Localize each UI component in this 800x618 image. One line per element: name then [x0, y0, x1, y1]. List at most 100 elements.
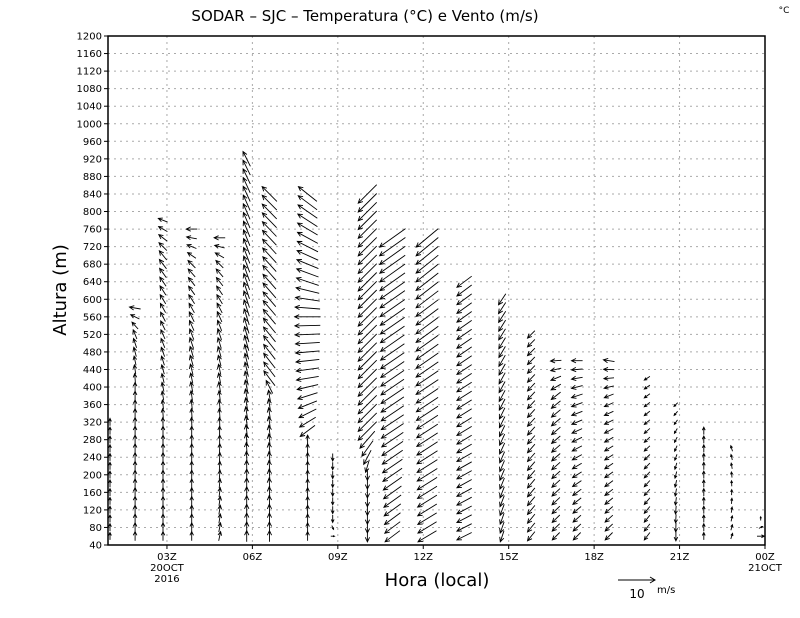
y-tick-label: 1000 [77, 119, 102, 130]
wind-vector [330, 488, 335, 498]
wind-vector [132, 363, 138, 375]
wind-vector [673, 462, 678, 471]
wind-vector [108, 522, 112, 532]
wind-vector [602, 357, 615, 364]
wind-vector [415, 281, 439, 300]
wind-vector [294, 358, 320, 365]
wind-vector [295, 259, 319, 270]
wind-vector [129, 314, 140, 320]
wind-vector [380, 396, 405, 413]
wind-vector [415, 379, 439, 395]
wind-vector [701, 513, 706, 523]
wind-vector [603, 385, 614, 390]
wind-vector [330, 471, 335, 480]
wind-vector [217, 495, 223, 506]
wind-vector [571, 436, 583, 443]
wind-vector [243, 343, 250, 360]
wind-vector [701, 531, 706, 540]
wind-vector [643, 514, 651, 524]
wind-vector [551, 532, 561, 541]
wind-vector [643, 462, 651, 470]
wind-vector [757, 534, 766, 539]
wind-vector [643, 402, 651, 408]
wind-vector [128, 305, 141, 311]
wind-vector [551, 488, 561, 497]
wind-vector [643, 445, 651, 452]
wind-vector [188, 363, 194, 375]
wind-vector [357, 237, 378, 257]
wind-vector [357, 263, 378, 283]
wind-vector [550, 435, 561, 445]
wind-vector [293, 323, 321, 329]
wind-vector [297, 204, 318, 219]
wind-vector [526, 435, 536, 445]
wind-vector [498, 363, 506, 376]
wind-vector [415, 423, 439, 439]
wind-vector [216, 372, 222, 384]
wind-vector [673, 505, 678, 516]
x-tick-label: 06Z [243, 552, 263, 563]
wind-vector [189, 442, 194, 454]
wind-vector [701, 434, 706, 444]
wind-vector [379, 316, 405, 335]
wind-vector [160, 311, 166, 322]
wind-vector [526, 347, 536, 357]
wind-vector [456, 346, 472, 358]
wind-vector [499, 425, 506, 438]
wind-vector [186, 252, 197, 259]
wind-vector [108, 434, 112, 444]
wind-vector [643, 410, 651, 417]
wind-vector [570, 367, 583, 373]
wind-vector [643, 419, 651, 426]
y-tick-label: 680 [83, 260, 102, 271]
wind-vector [262, 264, 277, 281]
wind-vector [217, 486, 222, 498]
wind-vector [571, 454, 583, 461]
wind-vector [498, 416, 506, 429]
wind-vector [673, 522, 678, 533]
wind-vector [160, 320, 166, 331]
wind-vector [215, 259, 224, 269]
wind-vector [216, 345, 222, 358]
wind-vector [379, 334, 405, 352]
wind-vector [357, 377, 378, 398]
wind-vector [108, 513, 112, 523]
wind-vector [416, 468, 438, 482]
y-tick-label: 1080 [77, 84, 102, 95]
wind-vector [216, 293, 223, 305]
wind-vector [357, 359, 378, 380]
wind-vector [380, 432, 404, 448]
wind-vector [604, 480, 614, 488]
wind-vector [160, 460, 166, 471]
wind-vector [456, 417, 472, 428]
wind-vector [456, 364, 472, 375]
wind-vector [305, 512, 310, 524]
wind-vector [305, 477, 310, 489]
wind-vector [549, 358, 562, 364]
wind-vector [357, 412, 378, 433]
y-tick-label: 560 [83, 312, 102, 323]
wind-vector [416, 450, 438, 465]
wind-vector [643, 488, 651, 497]
wind-vector [730, 523, 734, 531]
y-tick-label: 800 [83, 207, 102, 218]
wind-vector [499, 469, 505, 482]
wind-vector [243, 370, 249, 386]
wind-vector [188, 345, 194, 358]
wind-vector [643, 428, 651, 435]
wind-vector [526, 470, 536, 480]
wind-vector [186, 244, 197, 249]
wind-vector [526, 478, 536, 489]
wind-vector [363, 449, 372, 466]
wind-vector [550, 418, 561, 427]
y-tick-label: 120 [83, 505, 102, 516]
wind-vector [357, 184, 378, 204]
wind-vector [243, 307, 250, 326]
wind-vector [673, 531, 679, 542]
wind-vector [379, 307, 405, 326]
wind-vector [378, 237, 406, 257]
x-tick-label: 03Z [157, 552, 177, 563]
y-tick-label: 360 [83, 400, 102, 411]
wind-vector [132, 337, 138, 348]
wind-vector [157, 233, 168, 242]
